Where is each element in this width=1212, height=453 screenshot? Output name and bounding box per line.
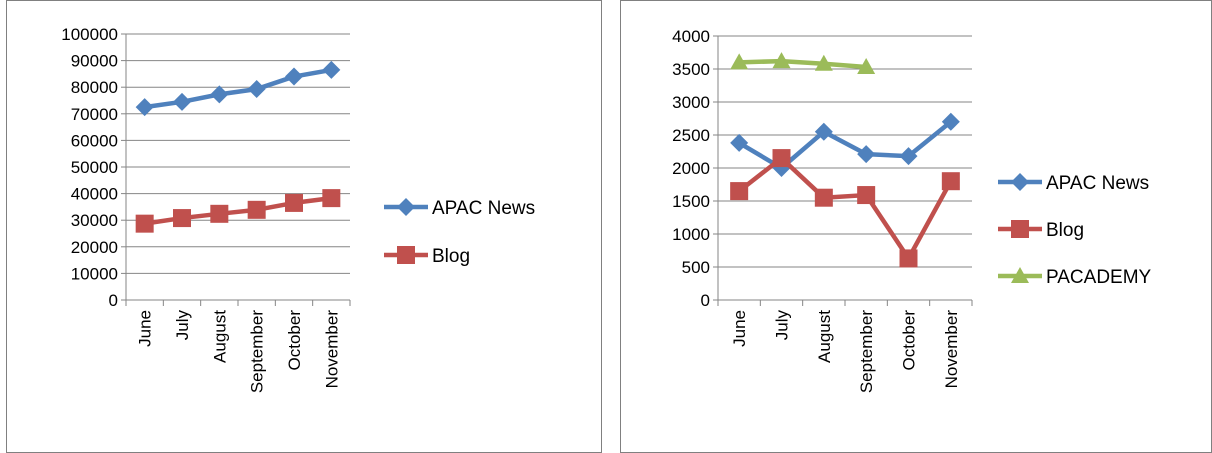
legend-marker bbox=[397, 246, 415, 264]
y-tick-label: 40000 bbox=[71, 185, 118, 204]
y-tick-label: 3000 bbox=[672, 93, 710, 112]
y-tick-label: 90000 bbox=[71, 52, 118, 71]
legend-marker bbox=[397, 198, 415, 216]
legend-label: APAC News bbox=[1046, 173, 1149, 194]
data-point-marker bbox=[135, 214, 154, 233]
x-tick-label: June bbox=[136, 310, 155, 347]
y-tick-label: 0 bbox=[109, 291, 118, 310]
y-tick-label: 0 bbox=[701, 291, 710, 310]
y-tick-label: 60000 bbox=[71, 131, 118, 150]
data-point-marker bbox=[857, 145, 876, 164]
x-tick-label: July bbox=[773, 310, 792, 341]
data-point-marker bbox=[285, 67, 303, 86]
data-point-marker bbox=[285, 193, 303, 212]
data-point-marker bbox=[941, 112, 960, 131]
y-tick-label: 10000 bbox=[71, 264, 118, 283]
x-tick-label: November bbox=[322, 310, 341, 389]
y-tick-label: 4000 bbox=[672, 27, 710, 46]
legend-label: APAC News bbox=[432, 198, 535, 219]
x-tick-label: June bbox=[730, 310, 749, 347]
x-tick-label: August bbox=[210, 310, 229, 363]
series-pacademy bbox=[730, 52, 876, 75]
data-point-marker bbox=[772, 149, 791, 168]
x-tick-label: August bbox=[815, 310, 834, 363]
legend-marker bbox=[1011, 173, 1029, 191]
data-point-marker bbox=[247, 200, 266, 219]
data-point-marker bbox=[730, 133, 749, 152]
data-point-marker bbox=[135, 98, 154, 117]
series-apac-news bbox=[135, 60, 341, 117]
data-point-marker bbox=[899, 249, 918, 268]
series-apac-news bbox=[730, 112, 960, 177]
legend-label: Blog bbox=[1046, 220, 1084, 241]
x-tick-label: October bbox=[285, 310, 304, 371]
legend-marker bbox=[1011, 267, 1029, 283]
series-line bbox=[736, 58, 869, 70]
y-tick-label: 100000 bbox=[61, 25, 118, 44]
legend-label: Blog bbox=[432, 246, 470, 267]
line-chart-right: 0 500 1000 1500 2000 2500 3000 3500 4000 June July… bbox=[620, 0, 1212, 453]
x-tick-label: July bbox=[173, 310, 192, 341]
x-tick-label: October bbox=[900, 310, 919, 371]
data-point-marker bbox=[730, 53, 749, 70]
data-point-marker bbox=[814, 188, 833, 207]
y-tick-label: 500 bbox=[682, 258, 710, 277]
y-tick-label: 3500 bbox=[672, 60, 710, 79]
y-tick-label: 2500 bbox=[672, 126, 710, 145]
data-point-marker bbox=[814, 54, 833, 71]
series-blog bbox=[730, 149, 960, 268]
data-point-marker bbox=[173, 92, 191, 111]
y-tick-label: 2000 bbox=[672, 159, 710, 178]
data-point-marker bbox=[772, 52, 791, 69]
series-line bbox=[736, 119, 954, 171]
series-blog bbox=[135, 189, 341, 233]
y-tick-label: 80000 bbox=[71, 78, 118, 97]
data-point-marker bbox=[941, 172, 960, 191]
data-point-marker bbox=[210, 204, 229, 223]
data-point-marker bbox=[210, 85, 229, 104]
y-tick-label: 50000 bbox=[71, 158, 118, 177]
data-point-marker bbox=[173, 209, 191, 228]
chart-panel-left: 0 10000 20000 30000 40000 50000 60000 70000 8000… bbox=[6, 0, 602, 453]
data-point-marker bbox=[730, 182, 749, 201]
data-point-marker bbox=[857, 186, 876, 205]
x-tick-label: November bbox=[942, 310, 961, 389]
x-tick-label: September bbox=[248, 310, 267, 393]
chart-panel-right: 0 500 1000 1500 2000 2500 3000 3500 4000 June July… bbox=[620, 0, 1212, 453]
data-point-marker bbox=[857, 58, 876, 75]
y-tick-label: 1000 bbox=[672, 225, 710, 244]
y-tick-label: 70000 bbox=[71, 105, 118, 124]
series-line bbox=[736, 155, 954, 261]
data-point-marker bbox=[322, 189, 341, 208]
legend-label: PACADEMY bbox=[1046, 267, 1152, 288]
x-tick-label: September bbox=[857, 310, 876, 393]
series-line bbox=[142, 67, 334, 110]
y-tick-label: 30000 bbox=[71, 211, 118, 230]
y-tick-label: 1500 bbox=[672, 192, 710, 211]
line-chart-left: 0 10000 20000 30000 40000 50000 60000 70000 8000… bbox=[6, 0, 602, 453]
y-tick-label: 20000 bbox=[71, 238, 118, 257]
data-point-marker bbox=[247, 80, 266, 99]
data-point-marker bbox=[899, 147, 918, 166]
legend-marker bbox=[1011, 220, 1029, 238]
data-point-marker bbox=[322, 60, 341, 79]
data-point-marker bbox=[814, 122, 833, 141]
